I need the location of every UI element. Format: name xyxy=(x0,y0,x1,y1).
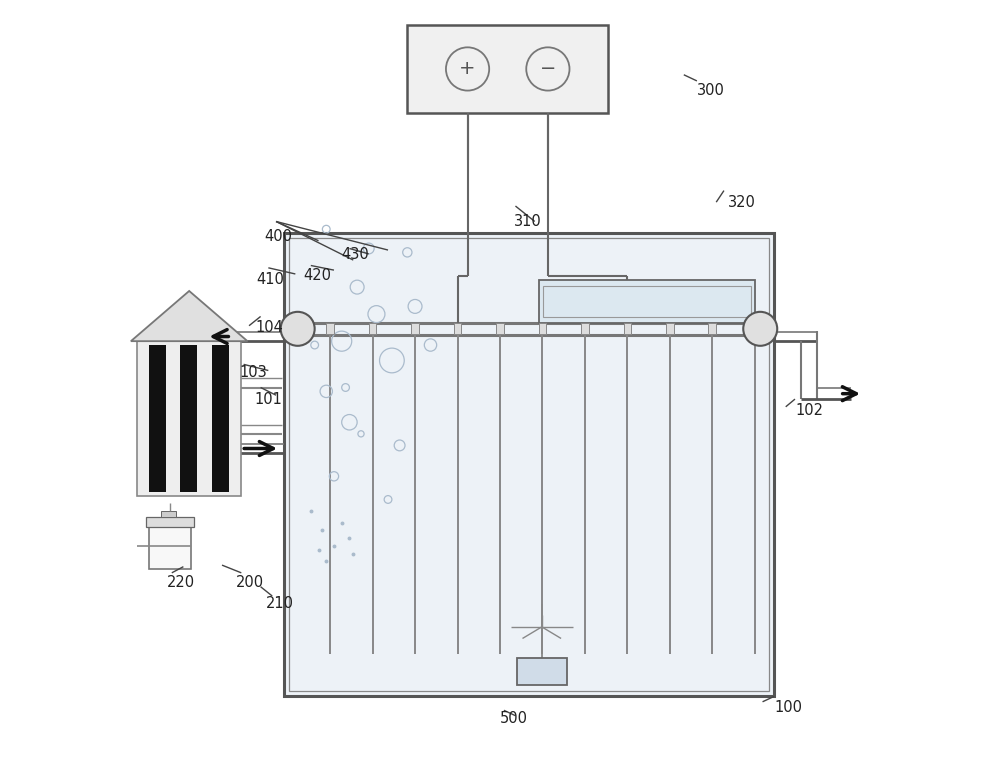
Circle shape xyxy=(526,47,570,91)
Bar xyxy=(284,233,774,697)
Bar xyxy=(666,322,674,334)
Bar xyxy=(517,658,567,685)
Circle shape xyxy=(446,47,489,91)
Text: +: + xyxy=(459,60,476,78)
Bar xyxy=(539,280,755,322)
Text: 200: 200 xyxy=(236,574,264,590)
Text: 210: 210 xyxy=(266,596,294,611)
Bar xyxy=(146,517,194,526)
Bar xyxy=(369,322,376,334)
Polygon shape xyxy=(131,291,247,341)
Bar xyxy=(496,322,504,334)
Text: 400: 400 xyxy=(264,229,292,244)
Text: 101: 101 xyxy=(254,391,282,407)
Text: 430: 430 xyxy=(342,247,369,262)
Text: 102: 102 xyxy=(795,403,823,418)
Text: 220: 220 xyxy=(166,574,195,590)
Bar xyxy=(543,285,751,317)
Bar xyxy=(708,322,716,334)
Bar xyxy=(326,322,334,334)
Bar xyxy=(289,239,769,691)
Bar xyxy=(407,25,608,113)
Circle shape xyxy=(743,312,777,346)
Text: 310: 310 xyxy=(514,214,542,229)
Circle shape xyxy=(281,312,315,346)
Text: −: − xyxy=(540,60,556,78)
Text: 300: 300 xyxy=(697,83,725,98)
Text: 103: 103 xyxy=(239,364,267,380)
Bar xyxy=(539,322,546,334)
Bar xyxy=(137,341,241,495)
Bar xyxy=(581,322,589,334)
Text: 320: 320 xyxy=(728,195,756,210)
Text: 500: 500 xyxy=(500,711,528,725)
Bar xyxy=(212,345,229,492)
Bar xyxy=(751,322,759,334)
Bar xyxy=(161,511,176,517)
Bar xyxy=(454,322,461,334)
Text: 100: 100 xyxy=(774,701,802,715)
Bar xyxy=(411,322,419,334)
Bar xyxy=(149,522,191,569)
Text: 104: 104 xyxy=(255,320,283,335)
Bar xyxy=(149,345,166,492)
Text: 410: 410 xyxy=(257,272,285,287)
Bar xyxy=(180,345,197,492)
Bar xyxy=(624,322,631,334)
Text: 420: 420 xyxy=(303,268,331,283)
